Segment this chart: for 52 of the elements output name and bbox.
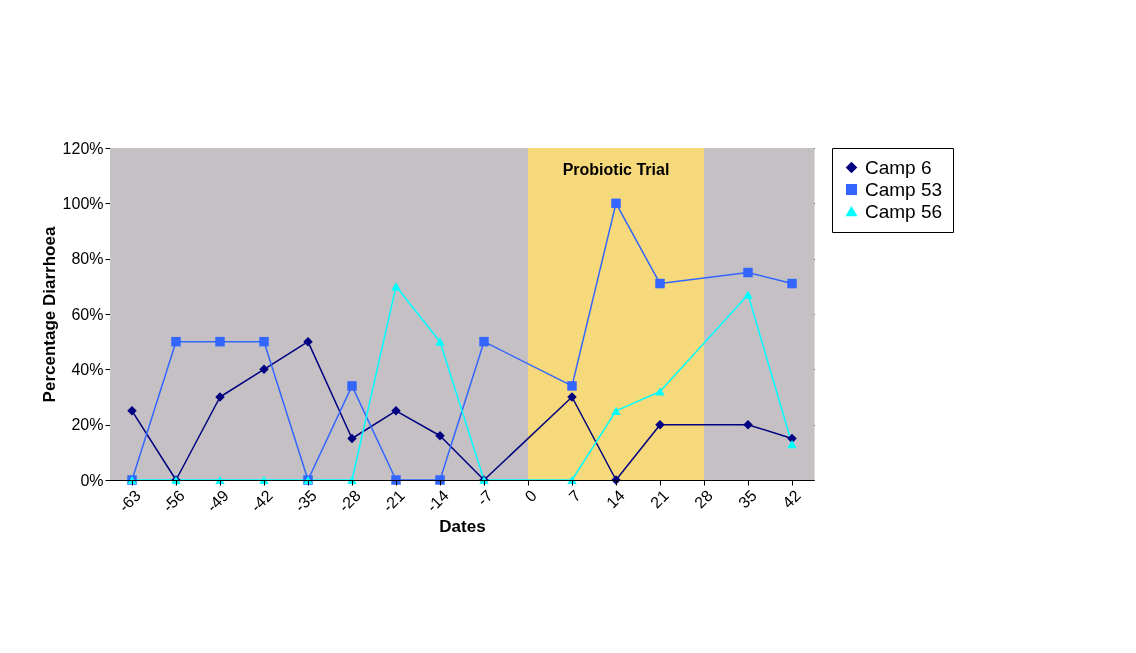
point xyxy=(479,336,489,347)
legend-label: Camp 6 xyxy=(865,156,932,178)
point xyxy=(347,381,357,391)
point xyxy=(347,433,357,444)
point xyxy=(611,198,621,209)
y-tick-label: 120% xyxy=(62,139,104,157)
point xyxy=(435,430,445,441)
point xyxy=(567,381,577,391)
point xyxy=(391,475,401,485)
x-tick-label: 14 xyxy=(603,486,628,512)
point xyxy=(259,364,269,375)
point xyxy=(303,336,313,347)
point xyxy=(611,406,621,415)
legend-label: Camp 53 xyxy=(865,178,943,200)
y-tick-label: 20% xyxy=(71,416,104,434)
x-tick-label: -14 xyxy=(423,486,452,516)
x-tick-label: -7 xyxy=(473,486,496,509)
x-tick-label: -49 xyxy=(203,486,232,516)
point xyxy=(787,278,797,289)
point xyxy=(435,475,445,485)
point xyxy=(435,337,445,346)
y-tick-label: 100% xyxy=(62,194,104,212)
point xyxy=(171,336,181,347)
point xyxy=(655,387,665,396)
x-axis-title: Dates xyxy=(439,517,486,537)
point xyxy=(215,336,225,347)
x-tick-label: 28 xyxy=(691,486,716,512)
y-axis-title: Percentage Diarrhoea xyxy=(39,226,59,403)
band-label: Probiotic Trial xyxy=(562,161,670,178)
x-tick-label: -56 xyxy=(159,486,188,516)
point xyxy=(259,336,269,347)
x-tick-label: 35 xyxy=(735,486,760,512)
x-tick-label: -21 xyxy=(379,486,408,516)
y-tick-label: 0% xyxy=(80,471,104,489)
point xyxy=(655,278,665,289)
x-tick-label: -35 xyxy=(291,486,320,516)
point xyxy=(655,419,665,430)
y-tick-label: 60% xyxy=(71,305,104,323)
point xyxy=(787,439,797,449)
x-tick-label: -28 xyxy=(335,486,364,516)
point xyxy=(743,290,753,299)
x-tick-label: 42 xyxy=(779,486,804,512)
x-tick-label: 21 xyxy=(647,486,672,512)
x-tick-label: -42 xyxy=(247,486,276,516)
y-tick-label: 80% xyxy=(71,250,104,268)
x-tick-label: 7 xyxy=(565,486,584,506)
point xyxy=(743,419,753,430)
x-tick-label: 0 xyxy=(521,486,540,506)
x-tick-label: -63 xyxy=(115,486,144,516)
y-tick-label: 40% xyxy=(71,360,104,378)
point xyxy=(743,267,753,278)
legend-label: Camp 56 xyxy=(865,200,943,222)
